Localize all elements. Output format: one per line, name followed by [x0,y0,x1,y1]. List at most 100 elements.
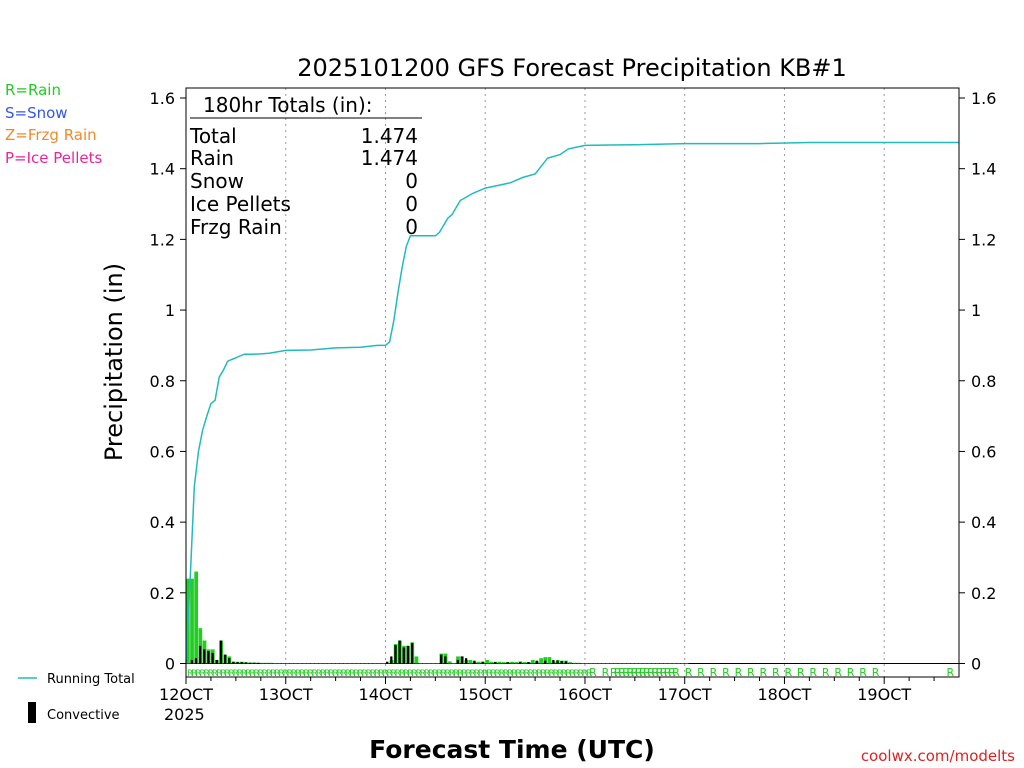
precip-bar [285,663,290,664]
convective-bar [215,659,218,664]
convective-bar [465,658,468,664]
precip-type-mark: R [685,666,693,679]
totals-value-total: 1.474 [361,124,418,148]
convective-bar [506,662,509,664]
precip-type-mark: R [797,666,805,679]
y-tick-label-right: 1.2 [971,230,996,249]
precip-type-mark: R [647,666,655,679]
convective-bar [406,645,410,664]
totals-label-rain: Rain [190,146,234,170]
precip-bar [601,663,606,664]
precip-type-mark: R [386,669,392,679]
precip-type-mark: R [470,669,476,679]
precip-type-mark: R [407,669,413,679]
x-tick-label: 17OCT [658,685,712,704]
precip-type-mark: R [195,669,201,679]
precip-type-mark: R [511,669,517,679]
precip-bar [323,663,327,664]
precip-bar [630,663,635,664]
precip-bar [277,663,282,664]
convective-bar [207,651,210,664]
precip-type-mark: R [432,669,438,679]
precip-bar [431,663,435,664]
convective-bar [211,652,214,664]
precip-type-mark: R [199,669,205,679]
precip-type-mark: R [370,669,376,679]
chart-title: 2025101200 GFS Forecast Precipitation KB… [297,54,847,82]
convective-bar [248,662,252,664]
precip-type-mark: R [474,669,480,679]
precip-bar [339,663,344,664]
x-axis-label: Forecast Time (UTC) [369,735,655,764]
running-total-legend-label: Running Total [47,672,135,687]
precip-type-mark: R [503,669,509,679]
precip-type-mark: R [578,669,584,679]
precip-bar [576,662,581,664]
precip-type-mark: R [614,666,622,679]
precip-bar [360,663,365,664]
precip-type-mark: R [245,669,251,679]
precip-type-mark: R [324,669,330,679]
precip-type-mark: R [220,669,226,679]
precip-type-mark: R [366,669,372,679]
x-tick-label: 12OCT [159,685,213,704]
precip-type-mark: R [436,669,442,679]
precip-bar [289,663,294,664]
precip-type-mark: R [809,666,817,679]
precip-bar [194,571,199,664]
precip-bar [269,662,273,664]
totals-value-rain: 1.474 [361,146,418,170]
precip-type-mark: R [532,669,538,679]
y-tick-label-right: 1 [971,301,981,320]
y-axis-label: Precipitation (in) [100,263,128,461]
precip-type-mark: R [672,666,680,679]
precip-bar [381,663,386,664]
totals-label-snow: Snow [190,169,244,193]
precip-type-mark: R [420,669,426,679]
convective-bar [564,661,567,664]
y-axis-ticks: 0 00.2 0.20.4 0.40.6 0.60.8 0.81 11.2 1.21.4 1.4… [150,89,997,674]
precip-type-mark: R [299,669,305,679]
precip-bar [614,663,618,664]
precip-bar [568,662,573,664]
y-tick-label-left: 1.4 [150,160,175,179]
precip-type-row: RRRRRRRRRRRRRRRRRRRRRRRRRRRRRRRRRRRRRRRR… [187,666,955,679]
legend-rain: R=Rain [5,81,61,99]
precip-type-mark: R [722,666,730,679]
precip-bar [281,663,286,664]
y-tick-label-right: 1.4 [971,160,996,179]
precip-bar [651,663,656,664]
precip-type-mark: R [303,669,309,679]
precip-bar [622,663,627,664]
precip-type-mark: R [441,669,447,679]
precip-type-mark: R [362,669,368,679]
convective-bar [394,645,397,664]
precip-bar [514,662,519,664]
precip-type-mark: R [668,666,676,679]
convective-bar [519,662,522,664]
precip-type-mark: R [482,669,488,679]
precip-type-mark: R [320,669,326,679]
precip-bar [489,661,494,664]
convective-bar [219,640,223,664]
precip-bar [352,663,356,664]
precip-type-mark: R [345,669,351,679]
precip-bar [605,663,610,664]
precip-type-mark: R [544,669,550,679]
precip-bar [335,663,340,664]
precip-type-mark: R [453,669,459,679]
watermark: coolwx.com/modelts [861,747,1015,765]
precip-type-mark: R [424,669,430,679]
x-tick-label: 13OCT [259,685,313,704]
convective-bar [199,645,202,664]
precip-bar [331,663,336,664]
convective-bar [232,661,235,664]
precip-bar [638,663,643,664]
precip-bar [264,662,269,664]
precip-type-mark: R [747,666,755,679]
precip-type-mark: R [316,669,322,679]
precip-type-mark: R [258,669,264,679]
precip-bar [655,663,660,664]
precip-bar [427,663,431,664]
precip-bar [543,657,548,664]
